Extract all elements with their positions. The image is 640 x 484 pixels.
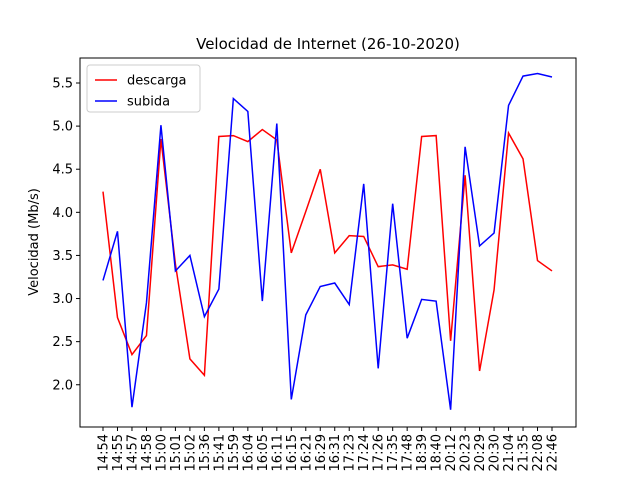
legend-label: subida xyxy=(127,95,170,110)
y-tick-label: 5.0 xyxy=(52,120,73,135)
x-tick-label: 16:15 xyxy=(285,434,300,471)
data-line xyxy=(102,128,553,378)
x-tick-label: 15:02 xyxy=(183,434,198,471)
y-tick-label: 3.5 xyxy=(52,249,73,264)
x-tick-label: 16:11 xyxy=(270,434,285,471)
x-tick-label: 16:31 xyxy=(328,434,343,471)
x-tick-label: 16:29 xyxy=(314,434,329,471)
y-tick-label: 5.5 xyxy=(52,77,73,92)
x-tick-label: 15:59 xyxy=(227,434,242,471)
y-tick-label: 2.0 xyxy=(52,378,73,393)
x-tick-label: 22:08 xyxy=(531,434,546,471)
x-tick-label: 15:36 xyxy=(198,434,213,471)
x-tick-label: 17:48 xyxy=(401,434,416,471)
x-tick-label: 14:54 xyxy=(97,434,112,471)
x-tick-label: 20:30 xyxy=(488,434,503,471)
x-tick-label: 16:04 xyxy=(241,434,256,471)
x-tick-label: 18:39 xyxy=(415,434,430,471)
x-tick-label: 20:29 xyxy=(473,434,488,471)
y-tick-label: 4.5 xyxy=(52,163,73,178)
x-tick-label: 15:41 xyxy=(212,434,227,471)
x-tick-label: 15:00 xyxy=(154,434,169,471)
x-tick-label: 16:05 xyxy=(256,434,271,471)
x-tick-label: 14:57 xyxy=(125,434,140,471)
y-tick-label: 3.0 xyxy=(52,292,73,307)
x-tick-label: 21:04 xyxy=(502,434,517,471)
x-tick-label: 22:46 xyxy=(546,434,561,471)
x-tick-label: 17:23 xyxy=(343,434,358,471)
x-tick-label: 16:21 xyxy=(299,434,314,471)
x-tick-label: 17:35 xyxy=(386,434,401,471)
x-tick-label: 20:12 xyxy=(444,434,459,471)
x-tick-label: 21:35 xyxy=(517,434,532,471)
y-tick-label: 2.5 xyxy=(52,335,73,350)
chart-title: Velocidad de Internet (26-10-2020) xyxy=(196,35,460,53)
y-tick-label: 4.0 xyxy=(52,206,73,221)
x-tick-label: 17:26 xyxy=(372,434,387,471)
legend-label: descarga xyxy=(127,74,186,89)
y-axis-label: Velocidad (Mb/s) xyxy=(27,188,42,296)
x-tick-label: 14:58 xyxy=(140,434,155,471)
plot-frame xyxy=(79,57,577,428)
x-tick-label: 20:23 xyxy=(459,434,474,471)
x-tick-label: 18:40 xyxy=(430,434,445,471)
x-tick-label: 14:55 xyxy=(111,434,126,471)
data-line xyxy=(102,72,553,410)
x-tick-label: 17:24 xyxy=(357,434,372,471)
x-tick-label: 15:01 xyxy=(169,434,184,471)
